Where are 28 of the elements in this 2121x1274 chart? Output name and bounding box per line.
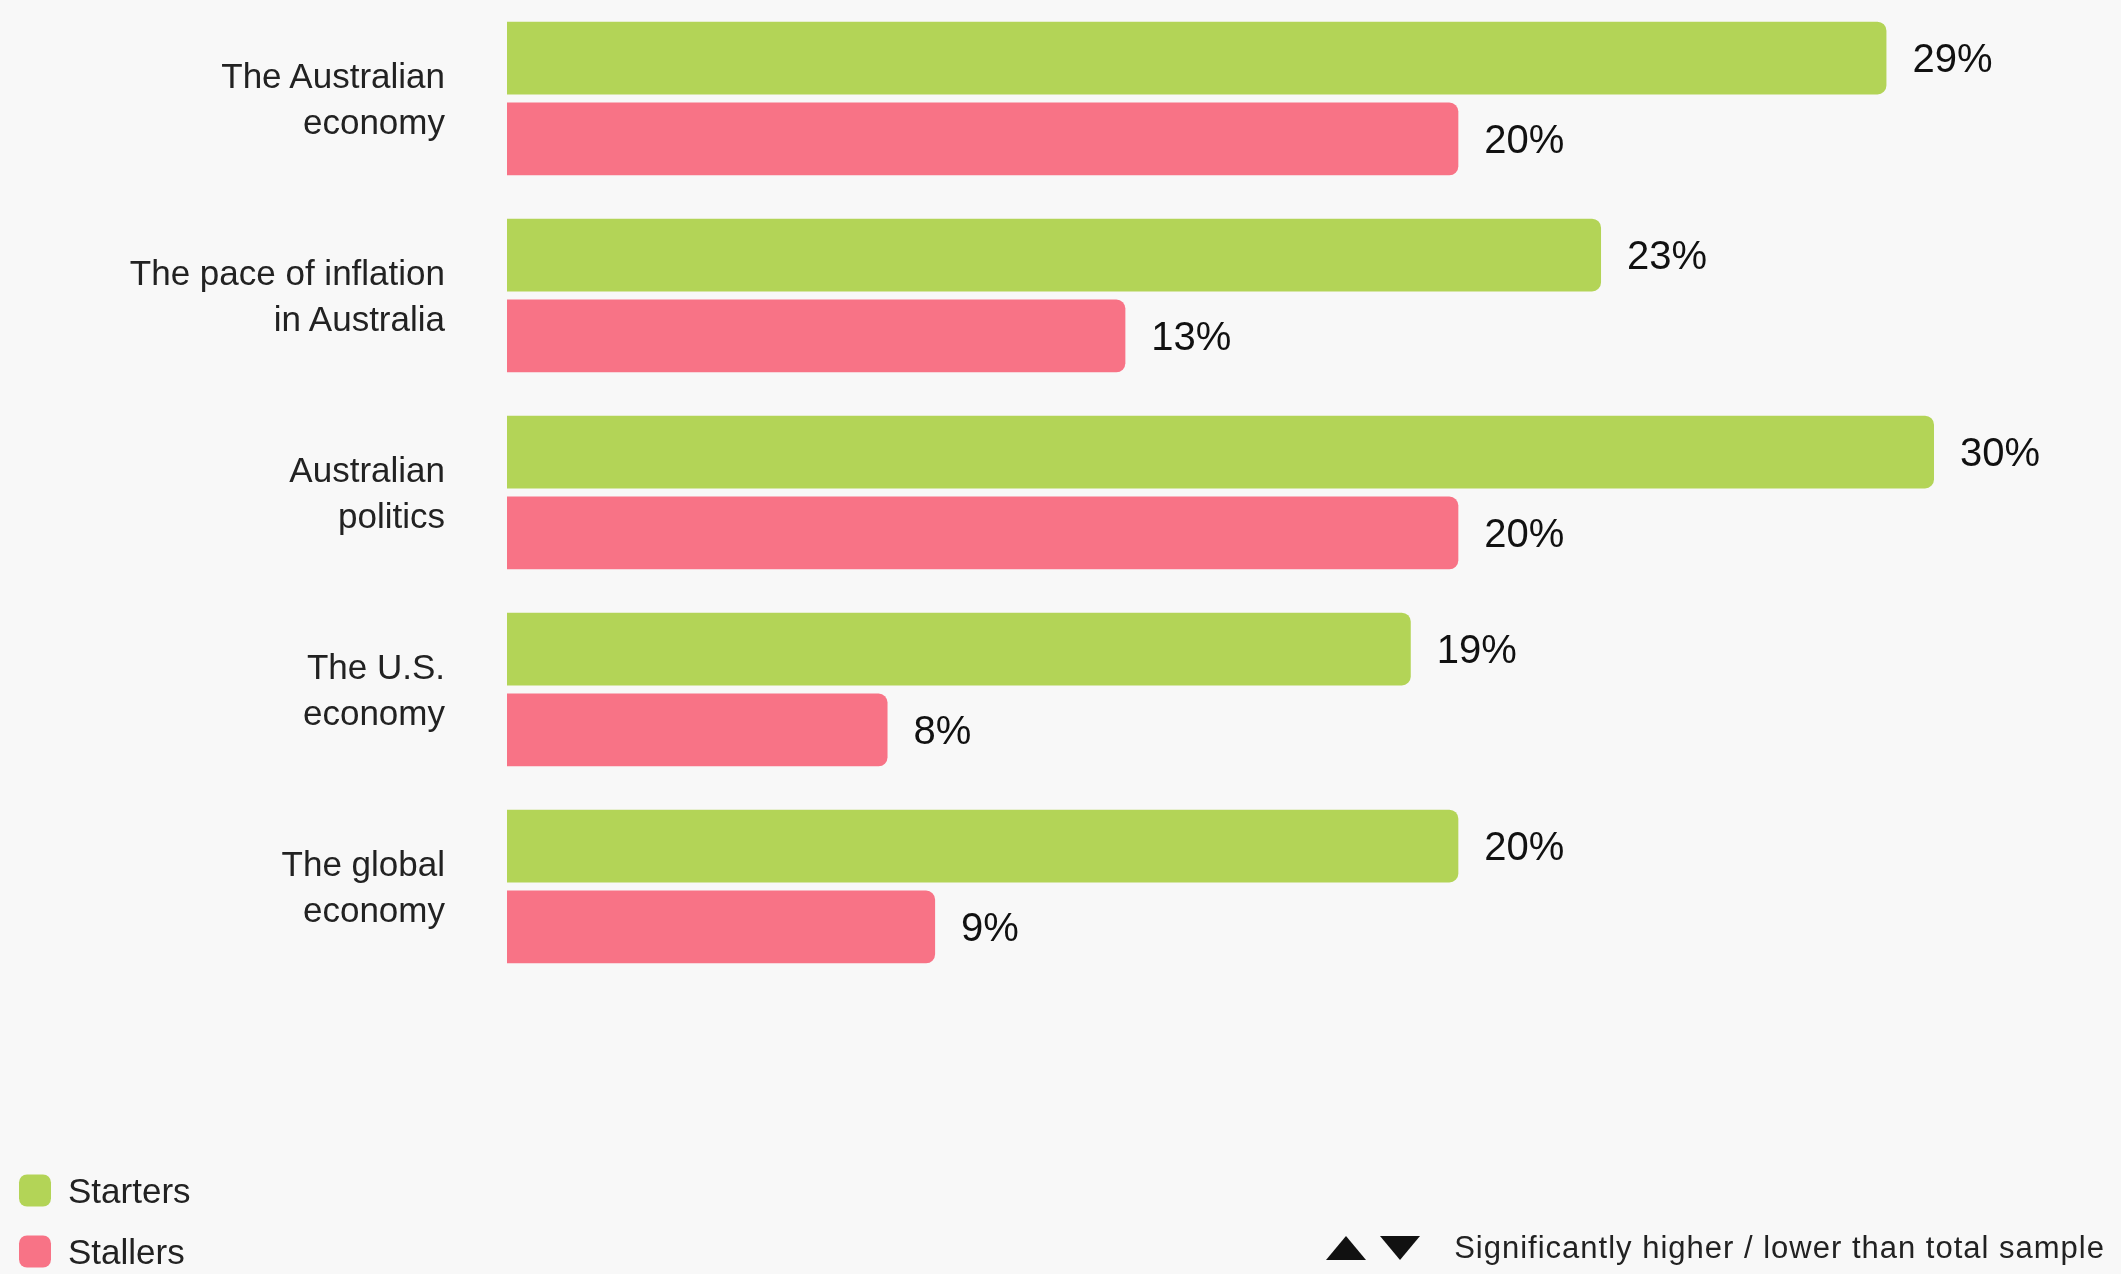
data-label: 30% <box>1960 430 2041 475</box>
y-tick-label: The pace of inflation in Australia <box>129 253 446 338</box>
bar <box>507 21 1887 95</box>
data-label: 29% <box>1912 36 1993 81</box>
data-label: 20% <box>1484 510 1565 555</box>
bar <box>507 218 1602 292</box>
legend-label: Starters <box>68 1171 191 1210</box>
data-label: 9% <box>961 904 1019 949</box>
y-tick-label: The global economy <box>281 844 446 929</box>
y-tick-label: Australian politics <box>289 450 445 535</box>
bar <box>507 102 1459 176</box>
y-tick-label: The U.S. economy <box>302 647 446 732</box>
y-tick-label: The Australian economy <box>221 56 446 141</box>
data-label: 23% <box>1627 233 1708 278</box>
bar <box>507 415 1934 489</box>
data-label: 19% <box>1436 627 1517 672</box>
data-label: 8% <box>913 707 972 752</box>
bar <box>507 809 1459 883</box>
data-label: 13% <box>1151 313 1232 358</box>
bar <box>507 693 888 767</box>
legend-label: Stallers <box>68 1232 185 1271</box>
data-label: 20% <box>1484 824 1565 869</box>
bar <box>507 890 936 964</box>
text: Significantly higher / lower than total sample <box>1454 1230 2105 1266</box>
bar <box>507 612 1411 686</box>
data-label: 20% <box>1484 116 1565 161</box>
bar <box>507 299 1126 373</box>
bar <box>507 496 1459 570</box>
